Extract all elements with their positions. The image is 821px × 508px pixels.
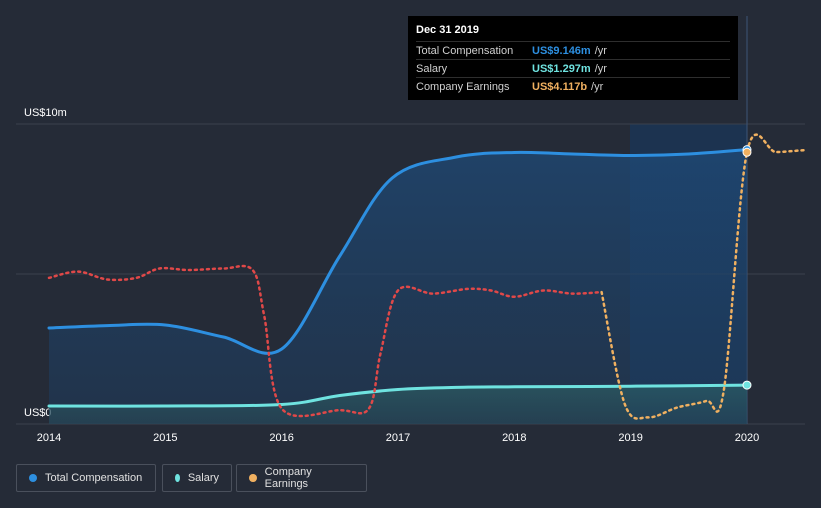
earnings-loss-segment xyxy=(47,264,603,418)
legend-item-company-earnings[interactable]: Company Earnings xyxy=(236,464,367,492)
x-tick-label: 2015 xyxy=(153,432,177,444)
tooltip-row-unit: /yr xyxy=(591,80,604,93)
x-tick-label: 2017 xyxy=(386,432,410,444)
tooltip-row-unit: /yr xyxy=(594,44,607,57)
total-compensation-area xyxy=(49,149,747,424)
tooltip-row-company-earnings: Company Earnings US$4.117b /yr xyxy=(416,77,730,95)
legend-label: Company Earnings xyxy=(264,466,312,490)
y-axis-bottom-label: US$0 xyxy=(24,407,52,419)
salary-area xyxy=(49,385,747,424)
earnings-profit-segment xyxy=(600,133,807,420)
salary-marker xyxy=(742,380,752,390)
salary-line xyxy=(47,383,749,408)
tooltip-row-name: Total Compensation xyxy=(416,44,514,57)
tooltip-row-name: Salary xyxy=(416,62,448,75)
tooltip-row-salary: Salary US$1.297m /yr xyxy=(416,59,730,77)
tooltip-row-value: US$1.297m xyxy=(532,62,591,75)
legend-label: Salary xyxy=(187,472,219,484)
y-axis-top-label: US$10m xyxy=(24,107,67,119)
x-tick-label: 2016 xyxy=(269,432,293,444)
tooltip-row-unit: /yr xyxy=(594,62,607,75)
x-tick-label: 2018 xyxy=(502,432,526,444)
total-compensation-line xyxy=(47,148,749,355)
x-tick-label: 2014 xyxy=(37,432,61,444)
legend-item-total-compensation[interactable]: Total Compensation xyxy=(16,464,156,492)
tooltip-row-value: US$4.117b xyxy=(532,80,588,93)
x-tick-label: 2020 xyxy=(735,432,759,444)
x-axis-ticks: 2014 2015 2016 2017 2018 2019 2020 xyxy=(37,432,759,444)
tooltip-row-total-compensation: Total Compensation US$9.146m /yr xyxy=(416,41,730,59)
tooltip-row-value: US$9.146m xyxy=(532,44,591,57)
tooltip-row-name: Company Earnings xyxy=(416,80,510,93)
tooltip-date: Dec 31 2019 xyxy=(416,24,479,36)
legend-dot-icon xyxy=(175,474,180,482)
legend-dot-icon xyxy=(29,474,37,482)
legend-item-salary[interactable]: Salary xyxy=(162,464,232,492)
legend-label: Total Compensation xyxy=(45,472,143,484)
hover-markers xyxy=(742,145,752,390)
x-tick-label: 2019 xyxy=(618,432,642,444)
earnings-marker xyxy=(742,147,752,157)
tooltip: Dec 31 2019 Total Compensation US$9.146m… xyxy=(408,16,738,100)
legend-dot-icon xyxy=(249,474,257,482)
company-earnings-lines xyxy=(47,133,807,420)
